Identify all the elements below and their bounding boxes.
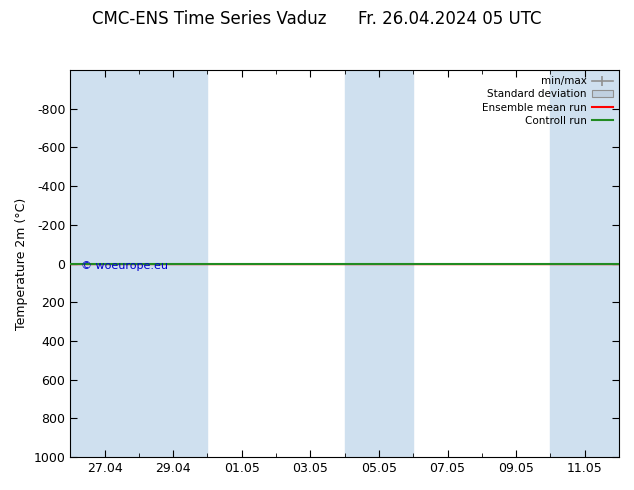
- Legend: min/max, Standard deviation, Ensemble mean run, Controll run: min/max, Standard deviation, Ensemble me…: [478, 72, 617, 130]
- Text: CMC-ENS Time Series Vaduz      Fr. 26.04.2024 05 UTC: CMC-ENS Time Series Vaduz Fr. 26.04.2024…: [93, 10, 541, 28]
- Bar: [70, 70, 139, 457]
- Bar: [345, 70, 413, 457]
- Y-axis label: Temperature 2m (°C): Temperature 2m (°C): [15, 197, 28, 330]
- Bar: [550, 70, 619, 457]
- Text: © woeurope.eu: © woeurope.eu: [81, 261, 168, 270]
- Bar: [139, 70, 207, 457]
